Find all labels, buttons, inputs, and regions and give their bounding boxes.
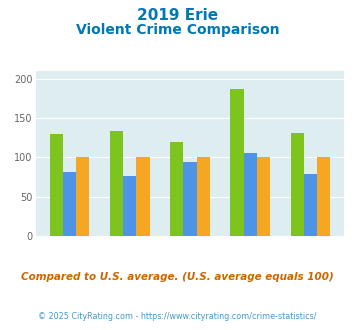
Bar bbox=[63, 172, 76, 236]
Text: 2019 Erie: 2019 Erie bbox=[137, 8, 218, 23]
Bar bbox=[183, 162, 197, 236]
Text: Compared to U.S. average. (U.S. average equals 100): Compared to U.S. average. (U.S. average … bbox=[21, 272, 334, 282]
Bar bbox=[230, 89, 244, 236]
Bar bbox=[290, 133, 304, 236]
Bar bbox=[123, 176, 136, 236]
Bar bbox=[170, 143, 183, 236]
Bar bbox=[136, 157, 149, 236]
Bar bbox=[244, 153, 257, 236]
Text: © 2025 CityRating.com - https://www.cityrating.com/crime-statistics/: © 2025 CityRating.com - https://www.city… bbox=[38, 312, 317, 321]
Bar bbox=[304, 174, 317, 236]
Text: Violent Crime Comparison: Violent Crime Comparison bbox=[76, 23, 279, 37]
Bar bbox=[76, 157, 89, 236]
Bar bbox=[257, 157, 270, 236]
Bar bbox=[317, 157, 330, 236]
Bar bbox=[50, 134, 63, 236]
Bar bbox=[110, 131, 123, 236]
Bar bbox=[197, 157, 210, 236]
